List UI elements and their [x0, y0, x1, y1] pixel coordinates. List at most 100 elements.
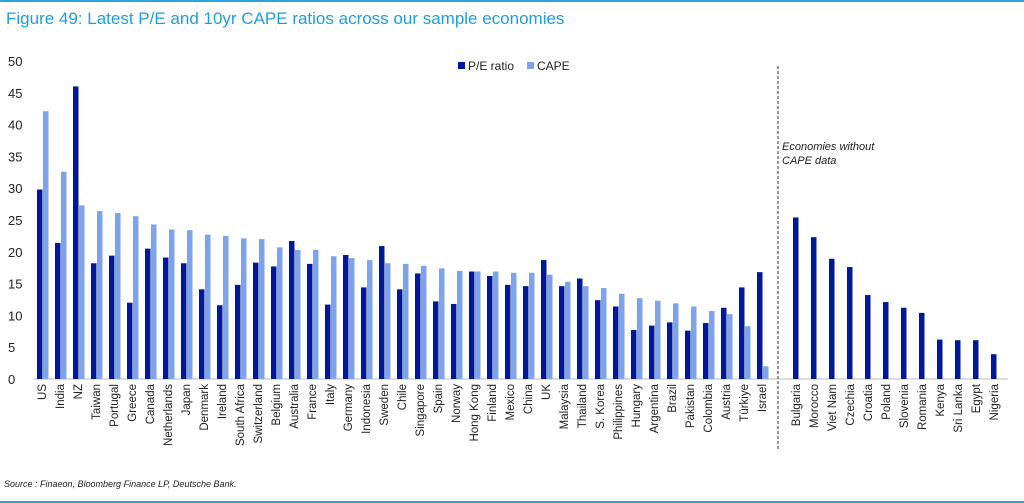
pe-bar: [757, 272, 763, 379]
x-tick-label: Switzerland: [253, 384, 265, 443]
x-tick-label: India: [55, 383, 67, 409]
pe-bar: [91, 263, 97, 379]
bottom-rule: [0, 501, 1024, 503]
cape-bar: [169, 229, 175, 379]
pe-bar: [991, 354, 997, 379]
cape-bar: [619, 293, 625, 379]
cape-bar: [133, 216, 139, 379]
x-tick-label: Croatia: [863, 383, 875, 421]
pe-bar: [55, 242, 61, 379]
y-tick-label: 0: [8, 372, 15, 387]
pe-bar: [109, 255, 115, 379]
x-tick-label: Taiwan: [91, 384, 103, 420]
cape-bar: [115, 213, 121, 379]
pe-bar: [523, 286, 529, 379]
cape-bar: [97, 211, 103, 379]
pe-bar: [613, 306, 619, 379]
cape-bar: [259, 239, 265, 379]
cape-bar: [331, 256, 337, 379]
pe-bar: [253, 262, 259, 379]
y-tick-label: 30: [8, 181, 22, 196]
pe-bar: [631, 330, 637, 379]
pe-bar: [685, 330, 691, 379]
pe-bar: [955, 340, 961, 379]
x-tick-label: Italy: [325, 384, 337, 405]
y-tick-label: 50: [8, 54, 22, 69]
x-tick-label: Sri Lanka: [953, 383, 965, 432]
x-tick-label: Hungary: [631, 384, 643, 428]
pe-bar: [343, 254, 349, 379]
pe-bar: [667, 322, 673, 379]
pe-bar: [793, 217, 799, 379]
cape-bar: [403, 263, 409, 379]
legend-swatch-pe: [458, 62, 465, 69]
cape-bar: [763, 366, 769, 379]
x-tick-label: Belgium: [271, 384, 283, 426]
x-tick-label: Slovenia: [899, 383, 911, 428]
pe-bar: [451, 303, 457, 379]
x-tick-label: Israel: [757, 384, 769, 412]
pe-bar: [73, 86, 79, 379]
pe-bar: [145, 248, 151, 379]
x-tick-label: Netherlands: [163, 384, 175, 446]
pe-bar: [127, 302, 133, 379]
x-tick-label: Spain: [433, 384, 445, 413]
y-tick-label: 45: [8, 86, 22, 101]
cape-bar: [457, 270, 463, 379]
cape-bar: [349, 258, 355, 379]
y-tick-label: 25: [8, 213, 22, 228]
x-tick-label: Nigeria: [989, 383, 1001, 420]
cape-bar: [511, 272, 517, 379]
cape-bar: [385, 263, 391, 379]
cape-bar: [313, 249, 319, 379]
x-tick-label: UK: [541, 384, 553, 400]
annotation-line-1: Economies without: [782, 141, 875, 153]
pe-bar: [163, 257, 169, 379]
y-tick-label: 10: [8, 308, 22, 323]
pe-bar: [415, 273, 421, 379]
cape-bar: [475, 271, 481, 379]
pe-bar: [217, 305, 223, 379]
x-tick-label: Brazil: [667, 384, 679, 413]
x-tick-label: Canada: [145, 383, 157, 424]
pe-bar: [901, 307, 907, 379]
cape-bar: [583, 286, 589, 379]
pe-bar: [289, 240, 295, 379]
cape-bar: [61, 171, 67, 379]
x-tick-label: Chile: [397, 384, 409, 410]
cape-bar: [439, 268, 445, 379]
y-tick-label: 40: [8, 118, 22, 133]
cape-bar: [79, 205, 85, 379]
pe-bar: [307, 263, 313, 379]
pe-bar: [577, 278, 583, 379]
cape-bar: [655, 300, 661, 379]
pe-bar: [703, 323, 709, 379]
x-tick-label: Poland: [881, 384, 893, 420]
x-tick-label: Australia: [289, 383, 301, 428]
pe-bar: [541, 260, 547, 379]
cape-bar: [151, 224, 157, 379]
y-tick-label: 35: [8, 149, 22, 164]
x-tick-label: Austria: [721, 383, 733, 419]
pe-bar: [487, 275, 493, 379]
cape-bar: [637, 298, 643, 379]
y-tick-label: 5: [8, 340, 15, 355]
cape-bar: [43, 111, 49, 379]
pe-bar: [739, 287, 745, 379]
y-tick-label: 15: [8, 277, 22, 292]
x-tick-label: Denmark: [199, 384, 211, 431]
cape-bar: [241, 238, 247, 379]
pe-bar: [361, 287, 367, 379]
pe-bar: [397, 289, 403, 379]
x-tick-label: Germany: [343, 384, 355, 432]
x-tick-label: Thailand: [577, 384, 589, 428]
x-tick-label: Finland: [487, 384, 499, 422]
cape-bar: [745, 326, 751, 379]
x-tick-label: Türkiye: [739, 384, 751, 422]
x-tick-label: Viet Nam: [827, 384, 839, 431]
cape-bar: [223, 235, 229, 379]
x-tick-label: Pakistan: [685, 384, 697, 428]
cape-bar: [691, 306, 697, 379]
x-tick-label: China: [523, 383, 535, 414]
